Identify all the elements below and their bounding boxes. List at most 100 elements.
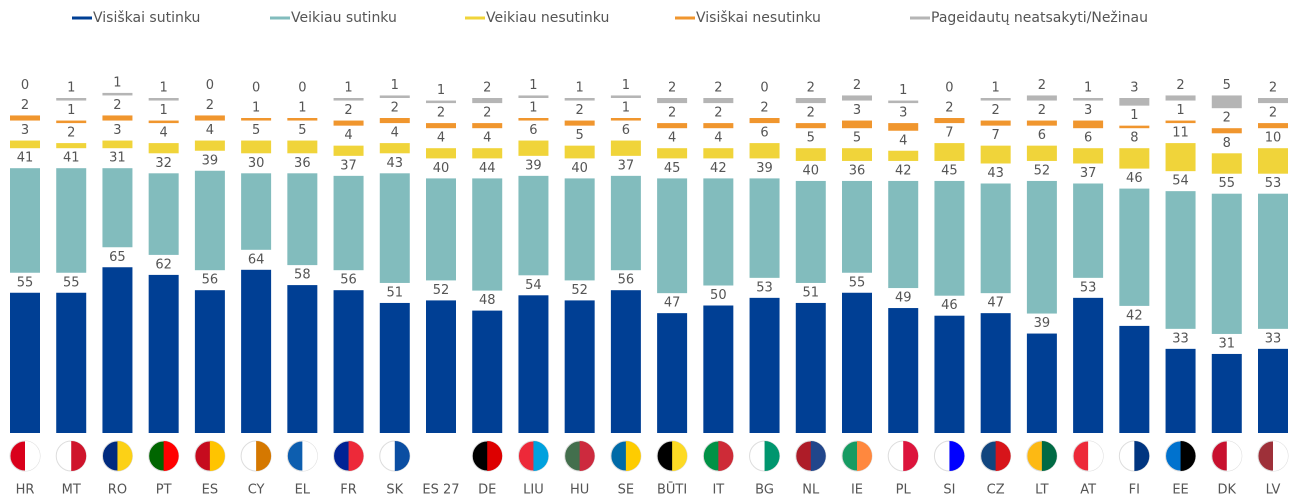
flag (394, 441, 410, 471)
bar-segment (1165, 348, 1196, 433)
value-label: 37 (618, 158, 635, 173)
bar-segment (703, 178, 734, 286)
flag (903, 441, 919, 471)
bar-segment (842, 148, 872, 161)
bar-segment (56, 143, 87, 149)
value-label: 2 (576, 103, 584, 118)
bar-segment (842, 95, 872, 101)
value-label: 0 (252, 81, 260, 96)
value-label: 56 (202, 273, 219, 288)
value-label: 2 (391, 101, 399, 116)
x-tick-label: EE (1172, 483, 1188, 498)
value-label: 43 (387, 156, 404, 171)
value-label: 44 (479, 161, 496, 176)
bar-segment (56, 120, 87, 124)
bar-segment (10, 140, 40, 149)
bar-segment (287, 173, 318, 266)
value-label: 52 (433, 283, 450, 298)
bar-segment (749, 143, 780, 159)
bar-segment (56, 98, 87, 101)
bar-segment (194, 290, 225, 433)
value-label: 0 (945, 81, 953, 96)
bar-segment (1211, 353, 1242, 433)
x-tick-label: IE (851, 483, 863, 498)
value-label: 2 (760, 101, 768, 116)
value-label: 1 (1130, 108, 1138, 123)
value-label: 2 (992, 103, 1000, 118)
bar-segment (379, 173, 410, 283)
value-label: 1 (67, 81, 75, 96)
x-tick-label: MT (62, 483, 81, 498)
bar-segment (194, 140, 225, 151)
bar-segment (56, 168, 87, 273)
flag (71, 441, 87, 471)
legend-label: Visiškai nesutinku (696, 10, 821, 26)
bar-segment (1026, 145, 1057, 161)
value-label: 1 (113, 75, 121, 90)
value-label: 3 (1130, 81, 1138, 96)
bar-segment (426, 123, 456, 129)
value-label: 51 (387, 285, 404, 300)
bar-segment (1165, 191, 1196, 329)
value-label: 4 (483, 131, 491, 146)
value-label: 11 (1172, 126, 1189, 141)
value-label: 51 (803, 285, 820, 300)
flag (1088, 441, 1104, 471)
bar-segment (795, 302, 826, 433)
legend-label: Veikiau nesutinku (486, 10, 609, 26)
bar-segment (1258, 193, 1288, 329)
bar-segment (1258, 98, 1288, 104)
value-label: 62 (155, 257, 172, 272)
bar-segment (102, 92, 133, 96)
value-label: 1 (622, 78, 630, 93)
bar-segment (333, 145, 364, 156)
value-label: 8 (1130, 131, 1138, 146)
value-label: 1 (1176, 103, 1184, 118)
value-label: 45 (664, 161, 681, 176)
x-tick-label: HU (570, 483, 589, 498)
value-label: 42 (895, 163, 912, 178)
bar-segment (657, 313, 688, 433)
value-label: 2 (668, 106, 676, 121)
bar-segment (518, 140, 549, 156)
value-label: 40 (803, 163, 820, 178)
x-tick-label: SK (386, 483, 403, 498)
bar-segment (1119, 325, 1150, 433)
bar-segment (1026, 180, 1057, 314)
value-label: 43 (987, 166, 1004, 181)
flag (810, 441, 826, 471)
value-label: 1 (67, 103, 75, 118)
flag (625, 441, 641, 471)
value-label: 2 (945, 101, 953, 116)
bar-segment (333, 175, 364, 271)
value-label: 1 (160, 103, 168, 118)
bar-segment (564, 178, 595, 281)
value-label: 37 (340, 158, 357, 173)
bar-segment (934, 315, 965, 433)
value-label: 2 (206, 98, 214, 113)
x-tick-label: LV (1266, 483, 1281, 498)
x-tick-label: BŪTI (657, 483, 687, 498)
value-label: 2 (1038, 78, 1046, 93)
value-label: 3 (853, 103, 861, 118)
value-label: 5 (298, 123, 306, 138)
bar-segment (1119, 125, 1150, 129)
flag (533, 441, 549, 471)
flag (348, 441, 364, 471)
flag (1273, 441, 1288, 471)
value-label: 5 (576, 128, 584, 143)
value-label: 2 (714, 106, 722, 121)
value-label: 52 (571, 283, 588, 298)
value-label: 1 (437, 83, 445, 98)
value-label: 54 (525, 278, 542, 293)
bar-segment (1211, 193, 1242, 334)
value-label: 4 (899, 133, 907, 148)
flag (256, 441, 272, 471)
value-label: 54 (1172, 174, 1189, 189)
bar-segment (980, 145, 1011, 164)
flag (487, 441, 503, 471)
flag (1180, 441, 1196, 471)
bar-segment (1073, 120, 1104, 129)
bar-segment (241, 118, 272, 121)
